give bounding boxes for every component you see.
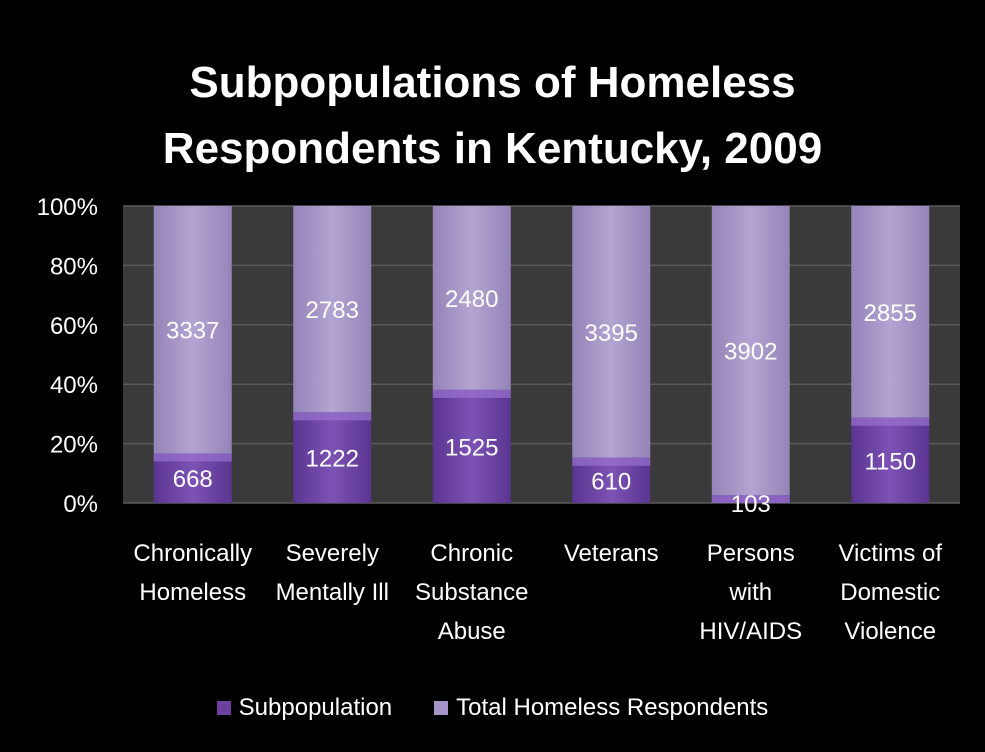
y-tick-label: 20% [50,432,98,459]
x-category-label: with [728,579,772,606]
data-label-subpopulation: 610 [591,468,631,495]
x-category-label: Chronic [430,540,513,567]
x-category-label: Persons [707,540,795,567]
x-category-label: Domestic [840,579,940,606]
legend-swatch-subpopulation [216,701,231,715]
chart-title-line-2: Respondents in Kentucky, 2009 [162,124,823,173]
chart-title: Subpopulations of Homeless Respondents i… [0,50,985,182]
y-tick-label: 80% [50,253,98,280]
bar-subpopulation [432,389,511,503]
legend-item-subpopulation: Subpopulation [216,694,393,722]
bar-total [851,206,930,418]
bar-total [293,206,372,413]
x-category-label: Substance [415,579,528,606]
bar-subpopulation [851,417,930,503]
bar-subpopulation-top [432,389,511,398]
x-category-label: Abuse [438,618,506,645]
data-label-total: 3902 [724,339,777,366]
bar-subpopulation-top [153,453,232,462]
x-category-label: Mentally Ill [276,579,389,606]
data-label-total: 3337 [166,318,219,345]
bar-subpopulation-top [851,417,930,426]
x-category-label: HIV/AIDS [699,618,802,645]
bar-total [432,206,511,390]
plot-background [123,206,960,503]
bar-subpopulation-top [711,495,790,503]
y-tick-label: 100% [37,194,98,221]
y-tick-label: 40% [50,372,98,399]
chart-title-line-1: Subpopulations of Homeless [189,58,796,107]
legend-swatch-total [434,701,449,715]
y-tick-label: 0% [63,491,98,518]
x-category-label: Chronically [133,540,252,567]
data-label-total: 3395 [585,320,638,347]
y-tick-label: 60% [50,313,98,340]
x-category-label: Severely [286,540,379,567]
x-category-label: Homeless [139,579,246,606]
data-label-subpopulation: 668 [173,466,213,493]
legend: Subpopulation Total Homeless Respondents [0,694,985,722]
bar-total [572,206,651,458]
data-label-subpopulation: 103 [731,491,771,518]
data-label-total: 2855 [864,300,917,327]
legend-label-total: Total Homeless Respondents [456,694,769,721]
plot-area: 0% 20% 40% 60% 80% 100% 3337 668 Chronically Home… [37,194,960,645]
bar-subpopulation-top [572,457,651,466]
legend-item-total: Total Homeless Respondents [434,694,768,722]
data-label-subpopulation: 1525 [445,434,498,461]
data-label-subpopulation: 1150 [864,448,916,475]
data-label-subpopulation: 1222 [306,446,359,473]
legend-label-subpopulation: Subpopulation [238,694,393,721]
data-label-total: 2783 [306,297,359,324]
bar-subpopulation [293,412,372,503]
data-label-total: 2480 [445,286,498,313]
bar-subpopulation [153,453,232,503]
x-category-label: Violence [844,618,936,645]
bar-total [711,206,790,496]
x-category-label: Victims of [838,540,942,567]
bar-total [153,206,232,454]
x-category-label: Veterans [564,540,659,567]
bar-subpopulation-top [293,412,372,421]
